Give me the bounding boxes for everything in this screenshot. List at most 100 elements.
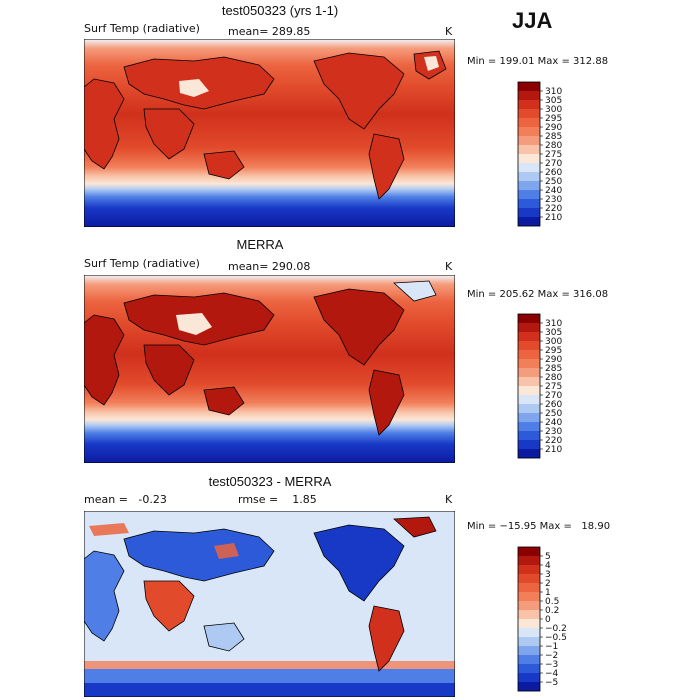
panel-2-mean: mean= 290.08	[228, 260, 311, 273]
colorbar-tick-label: −0.2	[545, 624, 567, 634]
panel-3-mean: mean = -0.23	[84, 493, 167, 506]
colorbar-tick-label: 310	[545, 87, 562, 97]
colorbar-tick-label: −1	[545, 642, 558, 652]
colorbar-swatch	[518, 127, 540, 137]
colorbar-tick-label: 0.2	[545, 606, 559, 616]
colorbar-swatch	[518, 655, 540, 665]
colorbar-tick-label: 295	[545, 346, 562, 356]
colorbar-swatch	[518, 610, 540, 620]
panel-2-variable: Surf Temp (radiative)	[84, 257, 200, 270]
colorbar-swatch	[518, 359, 540, 369]
colorbar-swatch	[518, 217, 540, 227]
colorbar-tick-label: 250	[545, 409, 562, 419]
colorbar-tick-label: 4	[545, 561, 551, 571]
colorbar-swatch	[518, 190, 540, 200]
panel-2-colorbar-ticks: 3103053002952902852802752702602502402302…	[540, 319, 562, 455]
colorbar-swatch	[518, 664, 540, 674]
colorbar-swatch	[518, 341, 540, 351]
colorbar-tick-label: 5	[545, 552, 551, 562]
colorbar-swatch	[518, 431, 540, 441]
colorbar-tick-label: 290	[545, 123, 562, 133]
panel-3-rmse: rmse = 1.85	[238, 493, 317, 506]
colorbar-tick-label: 310	[545, 319, 562, 329]
colorbar-swatch	[518, 368, 540, 378]
colorbar-swatch	[518, 565, 540, 575]
panel-1-colorbar: 3103053002952902852802752702602502402302…	[517, 81, 562, 227]
colorbar-tick-label: −5	[545, 678, 558, 688]
colorbar-tick-label: 300	[545, 105, 562, 115]
colorbar-swatch	[518, 646, 540, 656]
panel-3-colorbar-swatches	[517, 546, 541, 692]
colorbar-swatch	[518, 673, 540, 683]
colorbar-swatch	[518, 199, 540, 209]
colorbar-swatch	[518, 413, 540, 423]
colorbar-tick-label: 300	[545, 337, 562, 347]
colorbar-tick-label: 240	[545, 418, 562, 428]
colorbar-swatch	[518, 547, 540, 557]
panel-3-unit: K	[445, 493, 453, 506]
panel-2-unit: K	[445, 260, 453, 273]
colorbar-tick-label: 0.5	[545, 597, 559, 607]
colorbar-tick-label: 280	[545, 141, 562, 151]
panel-1-map	[84, 39, 455, 227]
panel-3-minmax: Min = −15.95 Max = 18.90	[467, 521, 611, 532]
panel-2-map	[84, 275, 455, 463]
colorbar-tick-label: 275	[545, 382, 562, 392]
colorbar-swatch	[518, 82, 540, 92]
colorbar-tick-label: 260	[545, 400, 562, 410]
colorbar-swatch	[518, 323, 540, 333]
colorbar-swatch	[518, 172, 540, 182]
colorbar-swatch	[518, 601, 540, 611]
colorbar-swatch	[518, 422, 540, 432]
colorbar-swatch	[518, 404, 540, 414]
colorbar-tick-label: −0.5	[545, 633, 567, 643]
colorbar-tick-label: 230	[545, 427, 562, 437]
colorbar-tick-label: 275	[545, 150, 562, 160]
colorbar-tick-label: 260	[545, 168, 562, 178]
colorbar-swatch	[518, 332, 540, 342]
colorbar-swatch	[518, 449, 540, 459]
colorbar-swatch	[518, 556, 540, 566]
colorbar-tick-label: 1	[545, 588, 551, 598]
colorbar-swatch	[518, 163, 540, 173]
colorbar-tick-label: −4	[545, 669, 559, 679]
colorbar-tick-label: 280	[545, 373, 562, 383]
colorbar-tick-label: 2	[545, 579, 551, 589]
colorbar-tick-label: 0	[545, 615, 551, 625]
colorbar-tick-label: 270	[545, 159, 562, 169]
colorbar-swatch	[518, 386, 540, 396]
colorbar-swatch	[518, 440, 540, 450]
colorbar-swatch	[518, 154, 540, 164]
panel-2-colorbar: 3103053002952902852802752702602502402302…	[517, 313, 562, 459]
panel-1-mean: mean= 289.85	[228, 25, 311, 38]
colorbar-swatch	[518, 181, 540, 191]
colorbar-swatch	[518, 682, 540, 692]
colorbar-swatch	[518, 136, 540, 146]
colorbar-swatch	[518, 118, 540, 128]
colorbar-tick-label: 285	[545, 364, 562, 374]
colorbar-swatch	[518, 145, 540, 155]
colorbar-tick-label: 230	[545, 195, 562, 205]
colorbar-tick-label: 305	[545, 96, 562, 106]
colorbar-swatch	[518, 592, 540, 602]
panel-2-minmax: Min = 205.62 Max = 316.08	[467, 289, 609, 300]
colorbar-swatch	[518, 350, 540, 360]
colorbar-tick-label: 305	[545, 328, 562, 338]
colorbar-tick-label: 250	[545, 177, 562, 187]
colorbar-tick-label: 220	[545, 204, 562, 214]
colorbar-tick-label: −3	[545, 660, 558, 670]
colorbar-swatch	[518, 628, 540, 638]
colorbar-tick-label: 270	[545, 391, 562, 401]
colorbar-tick-label: 220	[545, 436, 562, 446]
colorbar-tick-label: 295	[545, 114, 562, 124]
colorbar-swatch	[518, 377, 540, 387]
colorbar-swatch	[518, 100, 540, 110]
panel-1-colorbar-swatches	[517, 81, 541, 227]
panel-1-colorbar-ticks: 3103053002952902852802752702602502402302…	[540, 87, 562, 223]
colorbar-swatch	[518, 91, 540, 101]
colorbar-tick-label: 210	[545, 445, 562, 455]
colorbar-tick-label: 210	[545, 213, 562, 223]
panel-2-title: MERRA	[236, 237, 284, 252]
colorbar-swatch	[518, 637, 540, 647]
